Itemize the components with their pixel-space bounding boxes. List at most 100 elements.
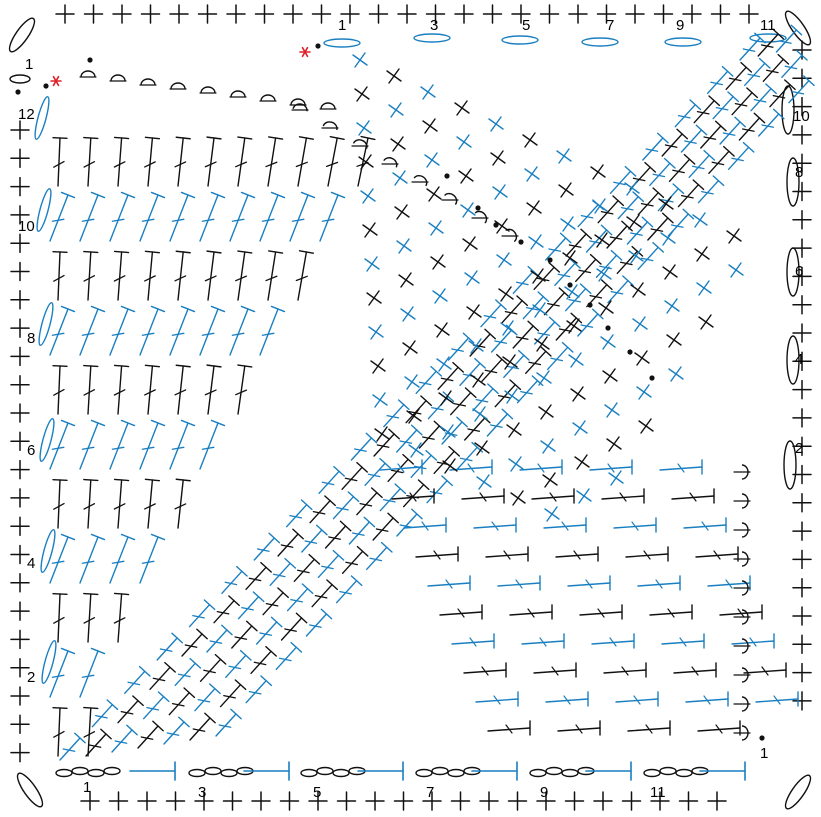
sc-x-stitch (398, 272, 414, 288)
stitch-post (324, 525, 347, 549)
stitch-bar (144, 503, 156, 510)
stitch-post (769, 83, 791, 108)
double-crochet (456, 441, 484, 471)
chain-stitch (39, 418, 55, 462)
sc-x-stitch (562, 250, 578, 266)
stitch-bar (174, 389, 187, 396)
sc-bar (438, 356, 450, 372)
sc-bar (532, 268, 544, 284)
sc-x-stitch (592, 198, 608, 214)
sc-bar (442, 424, 454, 440)
stitch-bar (467, 463, 475, 473)
stitch-cap (708, 95, 721, 107)
stitch-post (577, 313, 599, 337)
stitch-bar (223, 694, 236, 699)
double-crochet (262, 587, 289, 616)
chain-stitch (659, 766, 677, 776)
sc-x-stitch (432, 288, 448, 304)
chain-stitch (749, 33, 787, 43)
stitch-bar (83, 731, 96, 738)
sc-x-stitch (476, 474, 492, 490)
sc-bar (354, 52, 366, 68)
sc-bar (558, 148, 570, 164)
sc-x-stitch (352, 52, 368, 68)
double-crochet (565, 228, 593, 257)
stitch-cap (260, 675, 273, 687)
double-crochet (109, 419, 136, 470)
stitch-post (366, 546, 388, 571)
sc-bar (536, 336, 548, 352)
sc-x-stitch (408, 442, 424, 458)
stitch-bar (609, 236, 623, 240)
stitch-bar (344, 477, 358, 482)
double-crochet (311, 579, 338, 608)
horizontal-stitch (557, 720, 601, 736)
sc-x-stitch (602, 368, 618, 384)
stitch-cap (448, 445, 461, 457)
stitch-cap (180, 419, 196, 427)
stitch-post (758, 113, 780, 137)
stitch-post (177, 365, 184, 415)
chain-stitch (501, 35, 539, 45)
stitch-cap (308, 553, 321, 565)
sc-bar (534, 302, 546, 318)
stitch-bar (201, 218, 215, 222)
stitch-cap (60, 191, 76, 199)
stitch-post (177, 251, 184, 301)
stitch-post (57, 479, 61, 529)
stitch-cap (113, 250, 130, 254)
sc-stitch (792, 96, 812, 117)
sc-bar (424, 118, 436, 134)
stitch-bar (289, 514, 303, 519)
stitch-post (237, 251, 246, 301)
stitch-cap (326, 579, 338, 591)
stitch-bar (171, 702, 185, 707)
stitch-post (169, 308, 189, 356)
horizontal-stitch (521, 633, 565, 649)
sc-bar (542, 438, 554, 454)
stitch-cap (175, 364, 191, 368)
stitch-bar (309, 624, 322, 628)
stitch-bar (390, 469, 404, 474)
chain-stitch (34, 96, 50, 140)
stitch-cap (652, 241, 665, 253)
stitch-cap (267, 250, 284, 254)
horizontal-stitch (391, 488, 435, 504)
stitch-post (189, 717, 211, 741)
sc-bar (434, 288, 446, 304)
double-crochet (109, 305, 136, 356)
sc-x-stitch (510, 490, 526, 506)
stitch-cap (120, 191, 136, 199)
row-number-left-2: 2 (27, 669, 35, 686)
stitch-post (481, 358, 503, 383)
stitch-cap (301, 583, 314, 595)
stitch-post (117, 593, 123, 643)
stitch-post (503, 354, 525, 379)
stitch-bar (291, 218, 305, 222)
double-crochet (49, 191, 76, 242)
sc-stitch (792, 379, 812, 400)
sc-bar (610, 470, 622, 486)
stitch-cap (320, 608, 333, 620)
sc-x-stitch (424, 152, 440, 168)
double-crochet (555, 312, 583, 341)
sc-x-stitch (624, 180, 640, 196)
double-crochet (174, 250, 191, 301)
stitch-bar (610, 290, 624, 295)
sc-bar (526, 166, 538, 182)
slip-stitch-dot (493, 222, 499, 228)
sc-stitch (707, 791, 727, 811)
double-crochet (472, 383, 499, 412)
double-crochet (372, 512, 400, 541)
stitch-bar (261, 218, 275, 222)
stitch-cap (237, 250, 253, 254)
sc-x-stitch (400, 306, 416, 322)
double-crochet (525, 345, 552, 375)
sc-bar (700, 314, 712, 330)
sc-bar (372, 358, 384, 374)
stitch-cap (539, 345, 552, 357)
stitch-bar (421, 521, 429, 531)
stitch-bar (670, 224, 684, 228)
sc-bar (358, 120, 370, 136)
sc-bar (476, 440, 488, 456)
